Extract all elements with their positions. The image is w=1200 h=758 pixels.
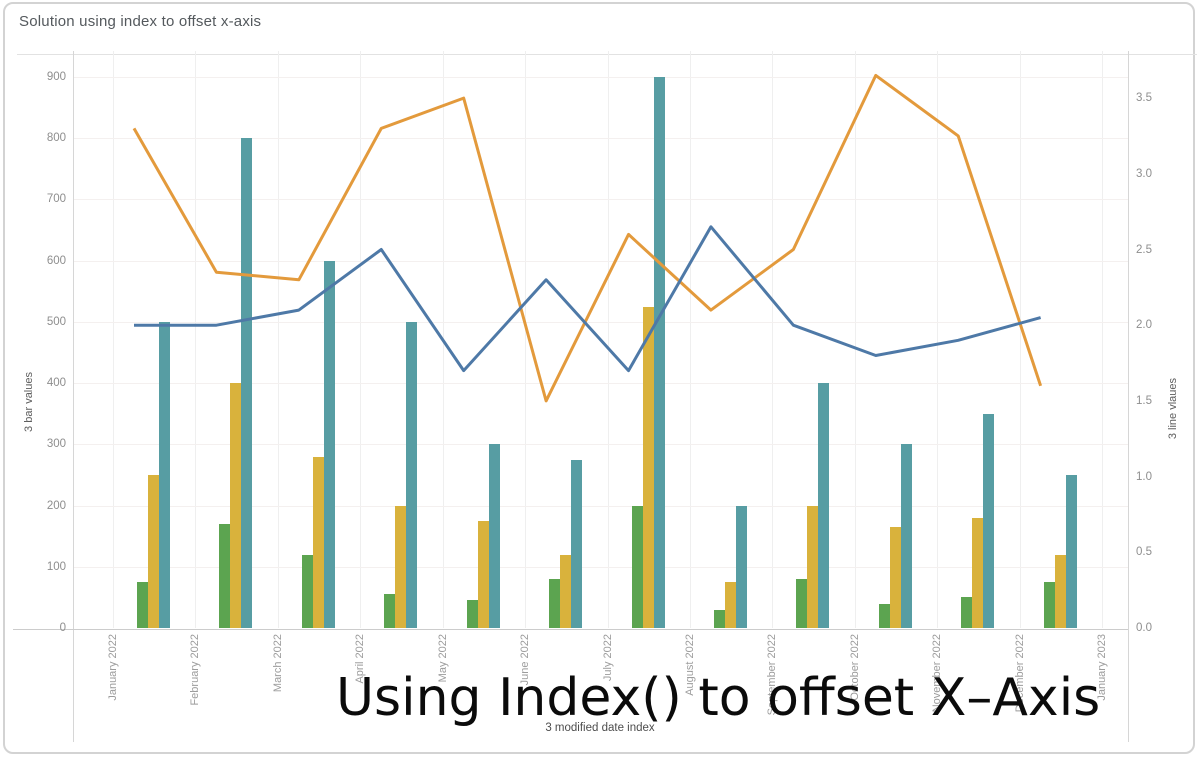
left-axis-tick-label: 500 (46, 315, 66, 328)
bar-mark-green[interactable] (878, 603, 890, 628)
value-gridline (74, 566, 1128, 568)
bar-mark-green[interactable] (301, 554, 313, 628)
left-axis-title: 3 bar values (23, 372, 35, 432)
bar-mark-green[interactable] (1043, 582, 1055, 628)
bar-mark-teal[interactable] (488, 444, 500, 628)
left-axis-tick-label: 400 (46, 377, 66, 390)
right-axis-tick-label: 0.0 (1136, 622, 1152, 634)
x-axis-month-label: February 2022 (189, 634, 202, 706)
right-axis-tick-label: 1.5 (1136, 394, 1152, 407)
bar-mark-green[interactable] (961, 597, 973, 628)
value-gridline (74, 260, 1128, 262)
value-gridline (74, 321, 1128, 323)
month-gridline (525, 51, 527, 628)
right-axis-tick-label: 0.5 (1136, 546, 1152, 559)
month-gridline (360, 51, 362, 628)
bar-mark-teal[interactable] (571, 459, 583, 628)
bar-mark-yellow[interactable] (724, 582, 736, 628)
month-gridline (195, 51, 197, 628)
bar-mark-yellow[interactable] (807, 505, 819, 628)
month-gridline (937, 51, 939, 628)
x-axis-title: 3 modified date index (545, 722, 655, 734)
bar-mark-yellow[interactable] (1054, 554, 1066, 628)
left-axis-tick-label: 300 (46, 438, 66, 451)
left-axis-line (73, 51, 74, 742)
caption-overlay-text: Using Index() to offset X–Axis (336, 668, 1101, 728)
bar-mark-teal[interactable] (241, 138, 253, 628)
month-gridline (854, 51, 856, 628)
bar-mark-teal[interactable] (735, 505, 747, 628)
value-gridline (74, 444, 1128, 446)
month-gridline (277, 51, 279, 628)
month-gridline (607, 51, 609, 628)
left-axis-tick-label: 0 (59, 622, 66, 634)
left-axis-tick-label: 900 (46, 71, 66, 83)
right-axis-tick-label: 2.5 (1136, 243, 1152, 256)
bar-mark-teal[interactable] (323, 260, 335, 628)
bar-mark-yellow[interactable] (312, 456, 324, 628)
month-gridline (113, 51, 114, 628)
right-axis-tick-label: 3.0 (1136, 167, 1152, 180)
title-separator (17, 54, 1197, 55)
bar-mark-teal[interactable] (818, 383, 830, 628)
bar-mark-teal[interactable] (406, 321, 418, 628)
right-axis-line (1128, 51, 1129, 742)
bar-mark-green[interactable] (137, 582, 148, 628)
month-gridline (689, 51, 691, 628)
chart-title: Solution using index to offset x-axis (19, 13, 262, 30)
bar-mark-yellow[interactable] (230, 383, 242, 628)
left-axis-tick-label: 800 (46, 132, 66, 145)
line-mark-blue[interactable] (134, 225, 1042, 373)
bar-mark-green[interactable] (549, 579, 561, 628)
value-gridline (74, 77, 1128, 78)
bar-mark-green[interactable] (631, 505, 643, 628)
bar-mark-green[interactable] (384, 594, 396, 628)
bar-mark-teal[interactable] (159, 321, 170, 628)
right-axis-tick-label: 1.0 (1136, 470, 1152, 483)
value-gridline (74, 505, 1128, 507)
bar-mark-yellow[interactable] (395, 505, 407, 628)
right-axis-tick-label: 3.5 (1136, 92, 1152, 105)
left-axis-tick-label: 600 (46, 254, 66, 267)
right-axis-title: 3 line vlaues (1167, 378, 1179, 440)
left-axis-tick-label: 200 (46, 499, 66, 512)
bar-mark-yellow[interactable] (148, 474, 159, 628)
month-gridline (1019, 51, 1021, 628)
viz-card: Solution using index to offset x-axis (3, 2, 1197, 754)
bar-mark-yellow[interactable] (972, 517, 984, 628)
month-gridline (1102, 51, 1104, 628)
value-gridline (74, 199, 1128, 201)
bar-mark-teal[interactable] (1065, 474, 1077, 628)
x-axis-baseline (13, 629, 1128, 630)
bar-mark-green[interactable] (713, 609, 725, 628)
bar-mark-teal[interactable] (983, 413, 995, 628)
bar-mark-yellow[interactable] (889, 526, 901, 628)
bar-mark-yellow[interactable] (477, 520, 489, 628)
bar-mark-green[interactable] (219, 523, 231, 628)
x-axis-month-label: March 2022 (271, 634, 284, 693)
x-axis-month-label: January 2022 (107, 634, 119, 701)
bar-mark-teal[interactable] (900, 444, 912, 628)
left-axis-tick-label: 700 (46, 193, 66, 206)
bar-mark-yellow[interactable] (642, 306, 654, 628)
month-gridline (772, 51, 774, 628)
value-gridline (74, 383, 1128, 385)
bar-mark-teal[interactable] (653, 77, 665, 628)
bar-mark-green[interactable] (796, 579, 808, 628)
line-mark-orange[interactable] (132, 73, 1043, 403)
bar-mark-yellow[interactable] (560, 554, 572, 628)
right-axis-tick-label: 2.0 (1136, 319, 1152, 332)
bar-mark-green[interactable] (466, 600, 478, 628)
value-gridline (74, 138, 1128, 140)
left-axis-tick-label: 100 (46, 560, 66, 573)
